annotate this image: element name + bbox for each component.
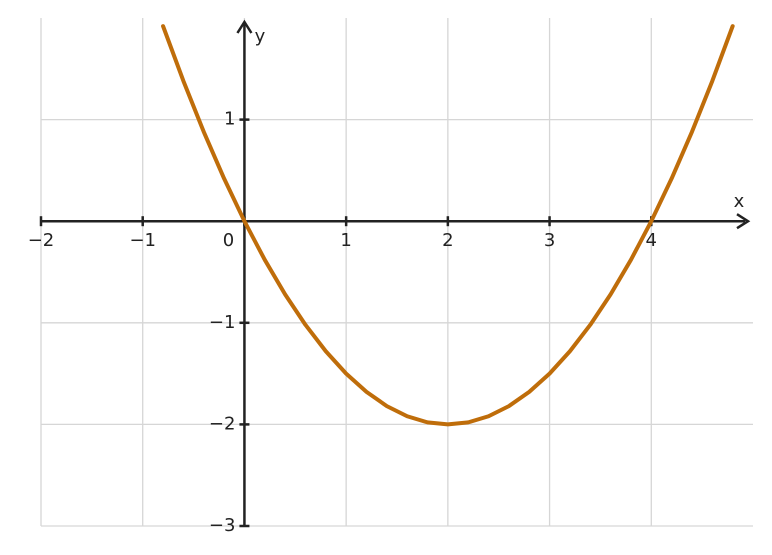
y-axis-label: y: [255, 26, 266, 47]
x-tick-label: 0: [223, 230, 234, 251]
y-tick-label: 1: [224, 109, 235, 130]
y-tick-label: −1: [209, 312, 236, 333]
y-tick-label: −3: [209, 515, 236, 536]
x-tick-label: 4: [646, 230, 657, 251]
x-axis-label: x: [734, 191, 745, 212]
x-axis-arrow: [736, 213, 751, 230]
x-tick-label: −2: [28, 230, 55, 251]
curve: [161, 24, 735, 427]
x-tick-label: 2: [442, 230, 453, 251]
y-axis-arrow: [236, 19, 253, 34]
x-tick-label: 1: [340, 230, 351, 251]
x-tick-label: −1: [129, 230, 156, 251]
x-tick-label: 3: [544, 230, 555, 251]
y-tick-label: −2: [209, 413, 236, 434]
